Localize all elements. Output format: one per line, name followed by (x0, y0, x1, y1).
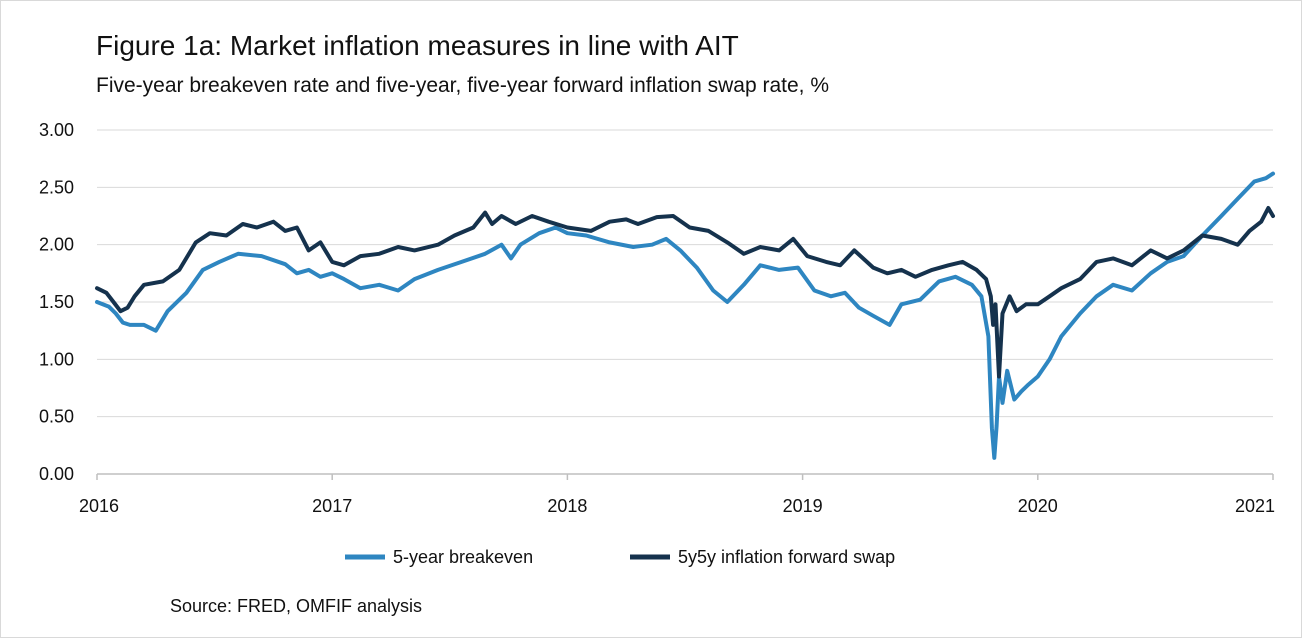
series-line-breakeven (95, 171, 1275, 460)
series-lines (95, 171, 1275, 460)
y-axis-ticks: 0.00 0.50 1.00 1.50 2.00 2.50 3.00 (39, 120, 74, 484)
x-tick-label: 2018 (547, 496, 587, 516)
series-line-swap (95, 206, 1275, 379)
y-tick-label: 1.50 (39, 292, 74, 312)
legend-label-swap: 5y5y inflation forward swap (678, 547, 895, 567)
y-tick-label: 0.50 (39, 407, 74, 427)
y-tick-label: 2.00 (39, 235, 74, 255)
y-tick-label: 1.00 (39, 349, 74, 369)
x-tick-label: 2016 (79, 496, 119, 516)
gridlines (97, 129, 1273, 418)
x-tick-label: 2019 (783, 496, 823, 516)
x-tick-label: 2021 (1235, 496, 1275, 516)
y-tick-label: 2.50 (39, 177, 74, 197)
x-tick-label: 2017 (312, 496, 352, 516)
chart-title: Figure 1a: Market inflation measures in … (96, 30, 739, 61)
y-tick-label: 0.00 (39, 464, 74, 484)
x-tick-label: 2020 (1018, 496, 1058, 516)
source-note: Source: FRED, OMFIF analysis (170, 596, 423, 616)
x-axis-ticks: 2016 2017 2018 2019 2020 2021 (79, 474, 1275, 516)
y-tick-label: 3.00 (39, 120, 74, 140)
legend-label-breakeven: 5-year breakeven (393, 547, 533, 567)
chart-subtitle: Five-year breakeven rate and five-year, … (96, 74, 830, 97)
